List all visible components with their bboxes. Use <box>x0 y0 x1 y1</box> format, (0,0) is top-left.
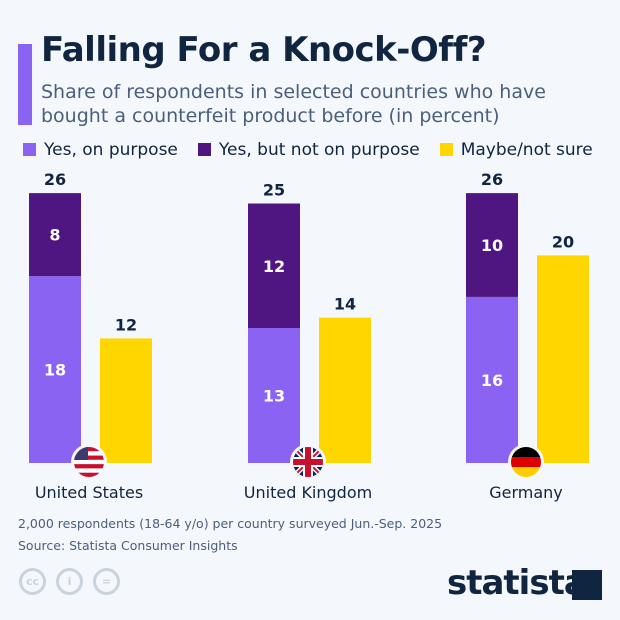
bar-segment <box>466 296 518 463</box>
chart-subtitle: Share of respondents in selected countri… <box>41 81 546 127</box>
total-label: 26 <box>44 170 66 189</box>
legend-item: Yes, but not on purpose <box>197 140 420 160</box>
germany-flag-icon <box>511 447 541 477</box>
bar <box>537 255 589 463</box>
category-label: United Kingdom <box>244 483 372 502</box>
category-label: United States <box>35 483 143 502</box>
footnote: 2,000 respondents (18-64 y/o) per countr… <box>18 516 443 531</box>
data-label: 10 <box>481 236 503 255</box>
legend-swatch <box>439 143 453 156</box>
total-label: 26 <box>481 170 503 189</box>
us-flag-icon <box>74 447 104 477</box>
bar-segment <box>29 276 81 463</box>
legend-item: Maybe/not sure <box>439 140 593 160</box>
legend-label: Yes, but not on purpose <box>218 140 420 160</box>
data-label: 20 <box>552 232 574 251</box>
statista-logo: statista <box>447 563 587 603</box>
chart-title: Falling For a Knock-Off? <box>41 30 487 70</box>
uk-flag-icon <box>293 447 323 477</box>
title-accent-bar <box>18 44 32 125</box>
no-derivatives-icon: = <box>93 568 120 595</box>
bar <box>100 338 152 463</box>
data-label: 12 <box>263 257 285 276</box>
legend-item: Yes, on purpose <box>23 140 178 160</box>
cc-icon: cc <box>19 568 46 595</box>
legend-label: Maybe/not sure <box>460 140 593 160</box>
statista-logo-mark <box>572 570 602 600</box>
data-label: 13 <box>263 387 285 406</box>
data-label: 12 <box>115 315 137 334</box>
legend-swatch <box>23 143 36 156</box>
bar-segment <box>248 203 300 329</box>
total-label: 25 <box>263 181 285 200</box>
legend-swatch <box>197 143 211 156</box>
data-label: 18 <box>44 361 66 380</box>
legend-label: Yes, on purpose <box>44 140 178 160</box>
bar-segment <box>248 328 300 463</box>
legend: Yes, on purpose Yes, but not on purpose … <box>23 140 593 160</box>
attribution-icon: i <box>56 568 83 595</box>
data-label: 8 <box>49 226 60 245</box>
source: Source: Statista Consumer Insights <box>18 538 238 553</box>
bar <box>319 317 371 463</box>
data-label: 16 <box>481 371 503 390</box>
bar-segment <box>466 193 518 297</box>
bar-segment <box>29 193 81 277</box>
data-label: 14 <box>334 295 356 314</box>
category-label: Germany <box>489 483 563 502</box>
